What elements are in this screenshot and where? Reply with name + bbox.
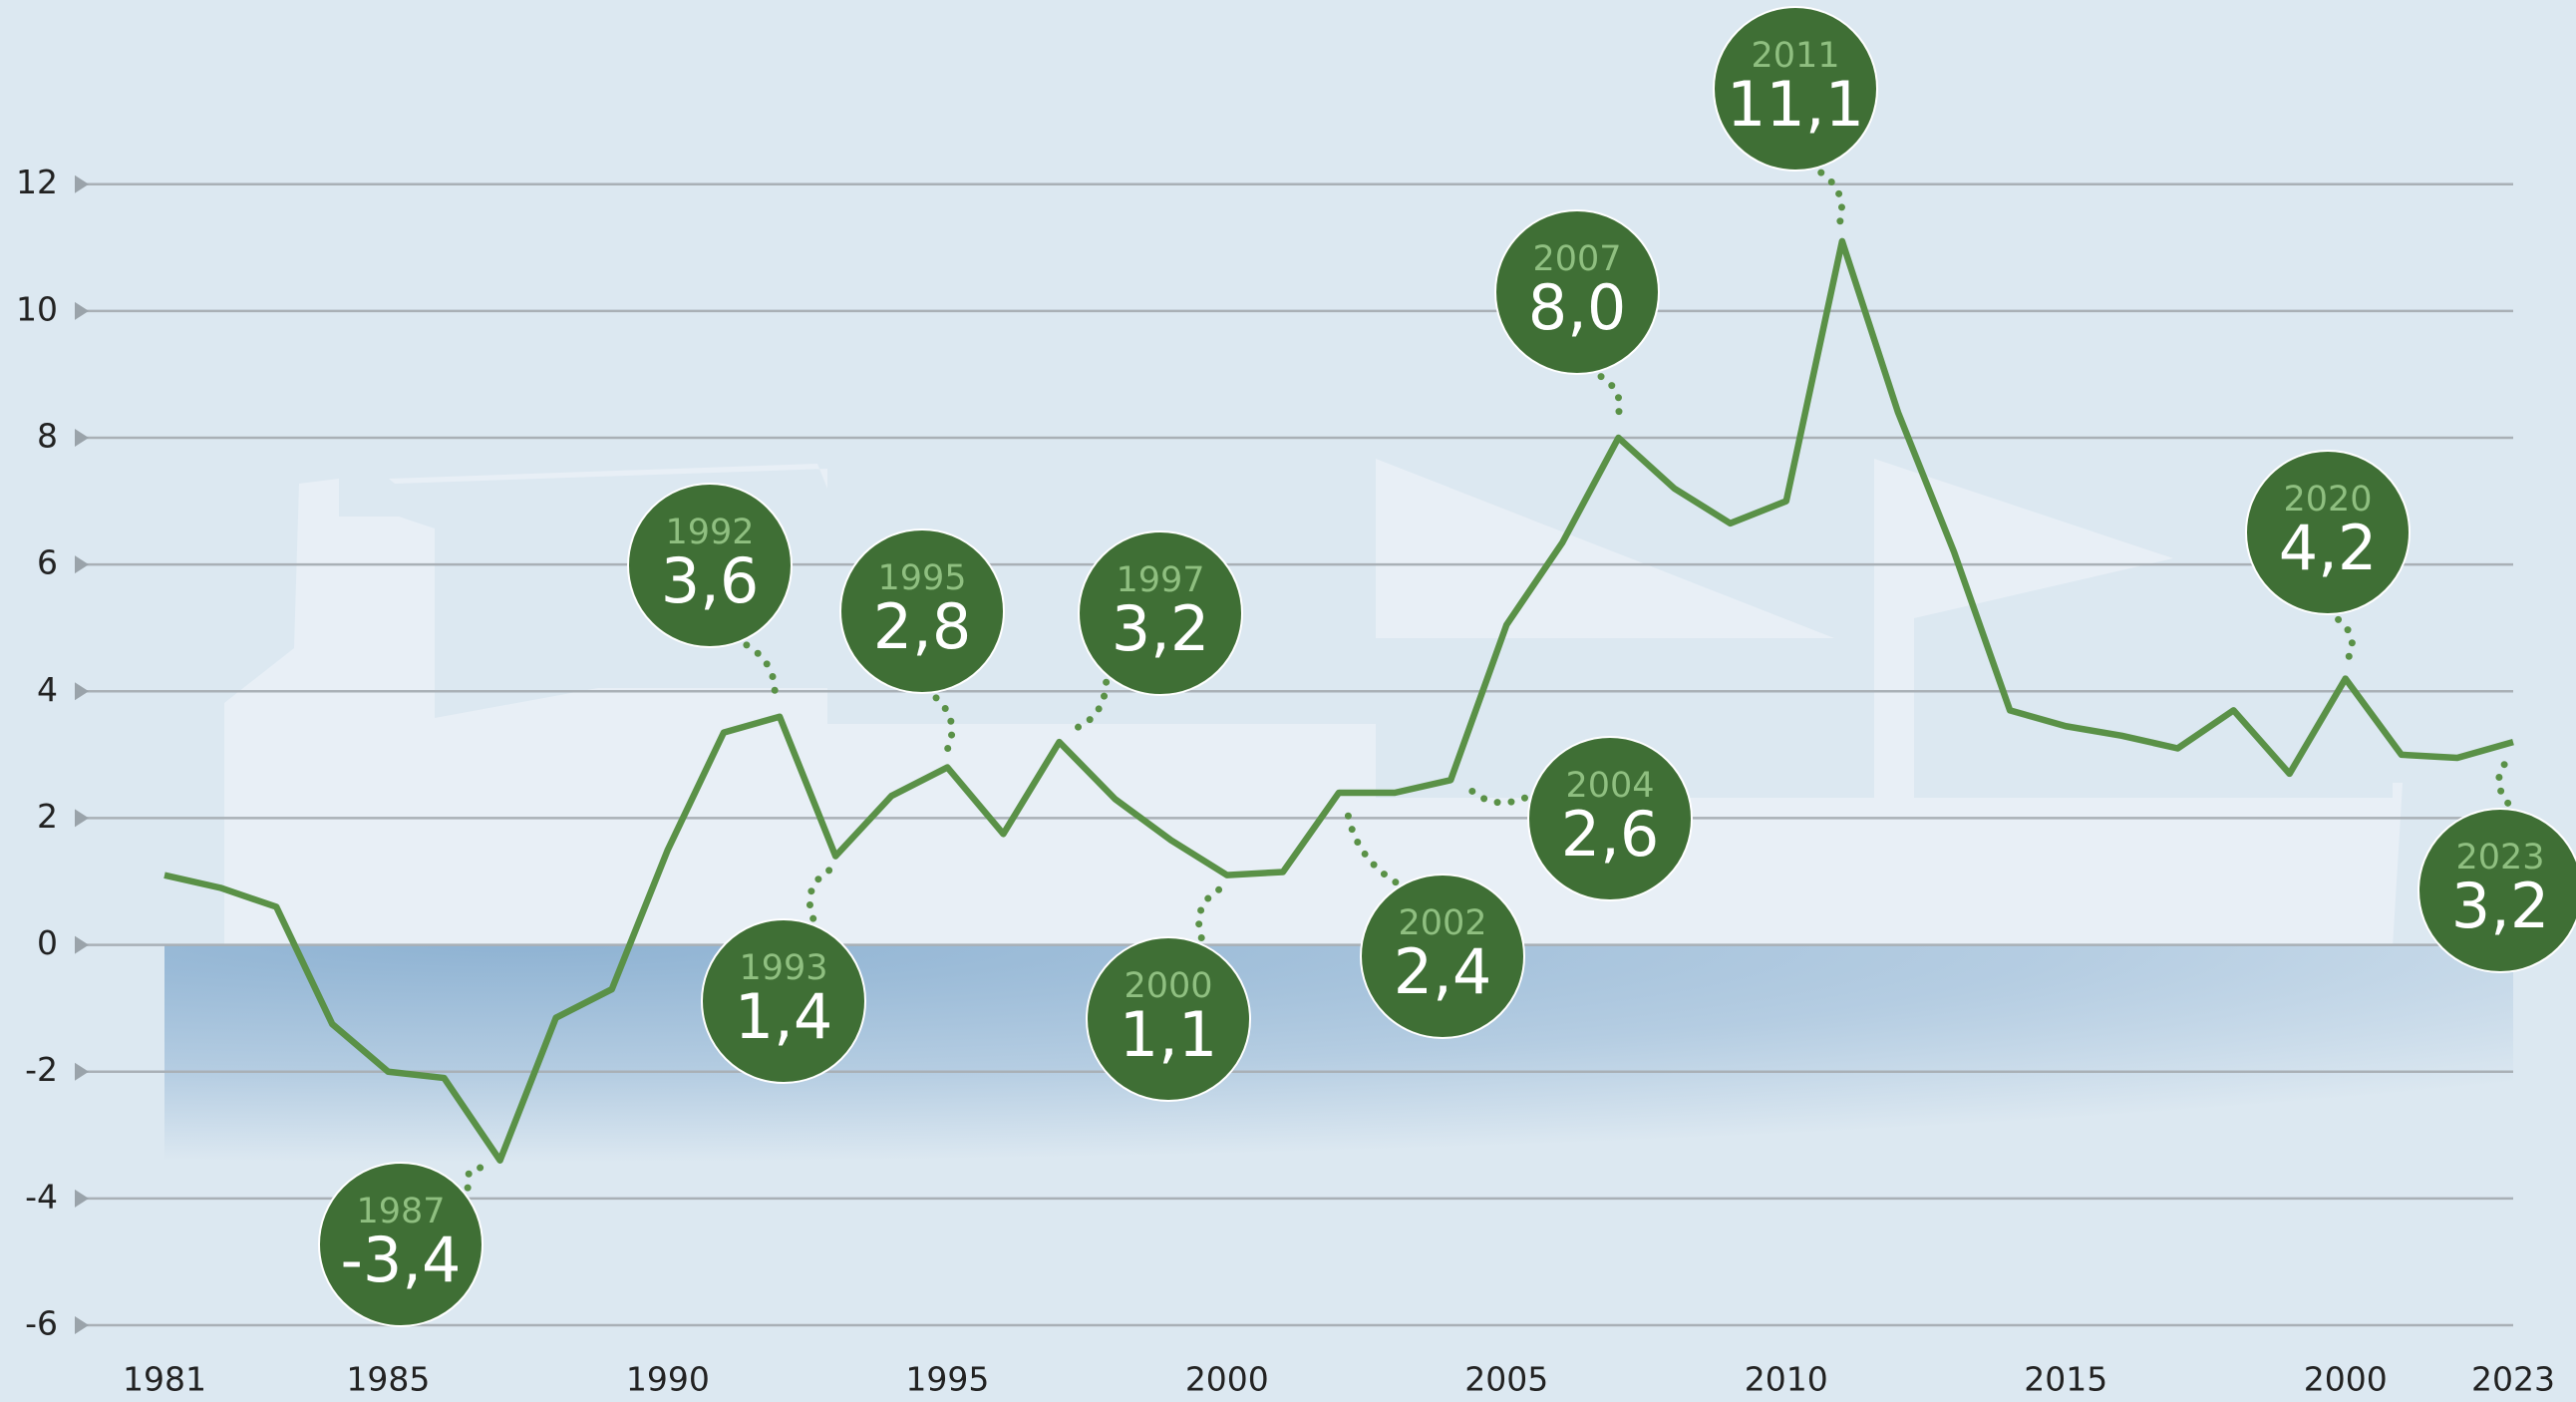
y-tick-label: 4: [37, 670, 58, 709]
bubble-value: 1,4: [735, 980, 833, 1053]
x-tick-label: 2015: [2024, 1360, 2107, 1399]
bubble-value: 1,1: [1120, 998, 1218, 1071]
bubble-value: 3,2: [2451, 870, 2550, 942]
x-tick-label: 2000: [1185, 1360, 1269, 1399]
y-tick-label: -2: [25, 1050, 58, 1089]
page: 12 10 8 6 4 2 0 -2 -4 -6 1981 1985 1990 1995 2000 2005 2…: [0, 0, 2576, 1402]
bubble-value: 2,8: [873, 590, 972, 663]
y-tick-label: 2: [37, 797, 58, 836]
bubble-value: 8,0: [1528, 271, 1627, 344]
x-tick-label: 2023: [2471, 1360, 2555, 1399]
x-tick-label: 1990: [626, 1360, 710, 1399]
bubble-value: -3,4: [341, 1224, 462, 1296]
bubble-value: 2,6: [1561, 798, 1660, 871]
x-tick-label: 1981: [123, 1360, 206, 1399]
bubble-value: 4,2: [2279, 512, 2378, 584]
y-tick-label: 12: [16, 163, 58, 201]
bubble-value: 3,6: [661, 544, 760, 617]
x-tick-label: 1985: [346, 1360, 430, 1399]
y-tick-label: -4: [25, 1177, 58, 1216]
bubble-value: 2,4: [1394, 935, 1492, 1008]
callout-bubble: 1987-3,4: [319, 1163, 483, 1326]
x-tick-label: 2010: [1745, 1360, 1828, 1399]
x-tick-label: 2000: [2304, 1360, 2388, 1399]
bubble-value: 3,2: [1112, 592, 1210, 665]
chart: 12 10 8 6 4 2 0 -2 -4 -6 1981 1985 1990 1995 2000 2005 2…: [0, 0, 2576, 1402]
y-tick-label: 0: [37, 923, 58, 962]
y-tick-label: 10: [16, 289, 58, 328]
y-tick-label: 8: [37, 417, 58, 456]
x-tick-label: 2005: [1464, 1360, 1548, 1399]
bubble-value: 11,1: [1727, 68, 1864, 141]
y-tick-label: 6: [37, 543, 58, 582]
x-tick-label: 1995: [905, 1360, 989, 1399]
y-tick-label: -6: [25, 1304, 58, 1343]
